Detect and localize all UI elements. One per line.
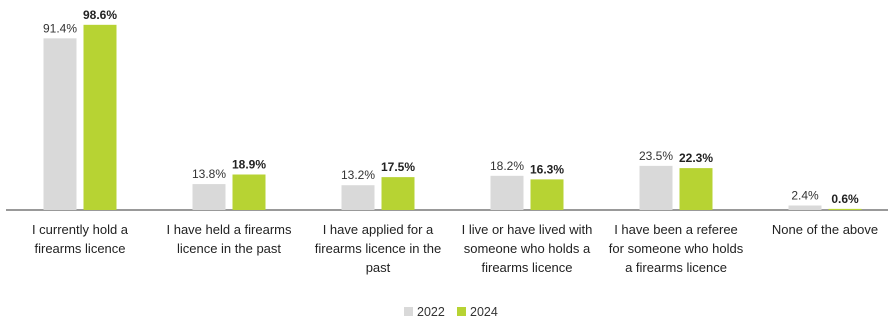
category-label-4-line-1: for someone who holds (609, 241, 744, 256)
category-label-3-line-0: I live or have lived with (462, 222, 593, 237)
category-label-1-line-1: licence in the past (177, 241, 281, 256)
data-label-2022-4: 23.5% (639, 149, 673, 163)
bar-2024-0 (83, 24, 117, 210)
legend-swatch-2024 (457, 307, 466, 316)
data-label-2024-4: 22.3% (679, 151, 713, 165)
bar-2022-4 (639, 165, 673, 210)
data-label-2022-3: 18.2% (490, 159, 524, 173)
category-label-2-line-0: I have applied for a (323, 222, 434, 237)
bar-2024-2 (381, 177, 415, 210)
data-label-2022-2: 13.2% (341, 168, 375, 182)
bar-2024-3 (530, 179, 564, 210)
data-label-2022-1: 13.8% (192, 167, 226, 181)
category-label-2-line-1: firearms licence in the (315, 241, 441, 256)
category-label-3-line-2: firearms licence (481, 260, 572, 275)
bar-2022-1 (192, 184, 226, 210)
category-label-1-line-0: I have held a firearms (166, 222, 292, 237)
category-label-0-line-1: firearms licence (34, 241, 125, 256)
legend-swatch-2022 (404, 307, 413, 316)
data-label-2024-2: 17.5% (381, 160, 415, 174)
legend-label-2022: 2022 (417, 305, 445, 319)
category-label-0-line-0: I currently hold a (32, 222, 129, 237)
bar-2022-3 (490, 175, 524, 210)
bar-2024-1 (232, 174, 266, 210)
data-label-2024-3: 16.3% (530, 162, 564, 176)
bar-2024-4 (679, 168, 713, 210)
category-label-2-line-2: past (366, 260, 391, 275)
data-label-2024-5: 0.6% (831, 192, 859, 206)
bar-2024-5 (828, 208, 862, 210)
category-label-3-line-1: someone who holds a (464, 241, 591, 256)
category-label-5-line-0: None of the above (772, 222, 878, 237)
legend-label-2024: 2024 (470, 305, 498, 319)
data-label-2022-0: 91.4% (43, 21, 77, 35)
bar-2022-0 (43, 38, 77, 210)
bar-2022-5 (788, 205, 822, 210)
bar-2022-2 (341, 185, 375, 210)
data-label-2024-0: 98.6% (83, 8, 117, 22)
data-label-2024-1: 18.9% (232, 158, 266, 172)
category-label-4-line-0: I have been a referee (614, 222, 738, 237)
data-label-2022-5: 2.4% (791, 188, 819, 202)
category-label-4-line-2: a firearms licence (625, 260, 727, 275)
